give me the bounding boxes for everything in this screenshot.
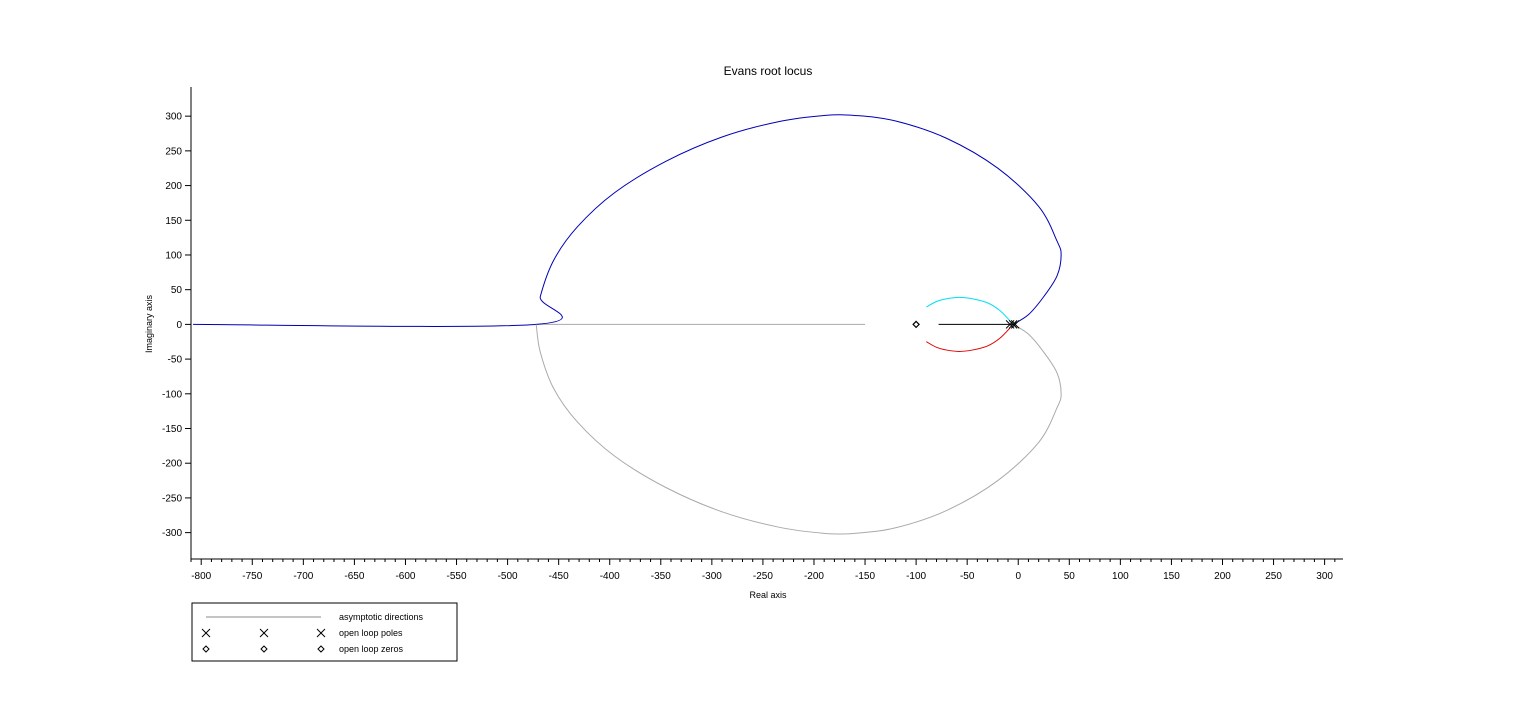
x-tick-label: -650 xyxy=(344,571,364,582)
x-tick-label: -550 xyxy=(447,571,467,582)
y-tick-label: 100 xyxy=(165,250,182,261)
x-tick-label: -400 xyxy=(600,571,620,582)
x-tick-label: -700 xyxy=(293,571,313,582)
x-tick-label: -450 xyxy=(549,571,569,582)
legend-box xyxy=(191,602,458,662)
series-layer xyxy=(193,114,1062,535)
locus-branch-3 xyxy=(926,327,1011,352)
y-tick-label: 50 xyxy=(171,285,183,296)
x-tick-label: -150 xyxy=(855,571,875,582)
locus-branch-2 xyxy=(926,296,1011,322)
legend-entry: open loop poles xyxy=(201,628,403,638)
legend-cross-swatch xyxy=(201,628,211,638)
legend-entry: asymptotic directions xyxy=(206,612,424,622)
legend: asymptotic directions open loop poles open… xyxy=(191,602,458,662)
x-tick-label: -100 xyxy=(906,571,926,582)
y-tick-label: -150 xyxy=(162,424,182,435)
legend-diamond-swatch xyxy=(202,645,210,653)
x-axis-label: Real axis xyxy=(749,590,787,600)
y-tick-label: 250 xyxy=(165,146,182,157)
y-tick-label: -300 xyxy=(162,528,182,539)
x-tick-label: -200 xyxy=(804,571,824,582)
x-tick-label: 100 xyxy=(1112,571,1129,582)
x-tick-label: 300 xyxy=(1316,571,1333,582)
legend-entry: open loop zeros xyxy=(202,644,404,654)
chart-title: Evans root locus xyxy=(724,64,813,78)
x-tick-label: -500 xyxy=(498,571,518,582)
y-tick-label: -250 xyxy=(162,493,182,504)
legend-diamond-swatch xyxy=(317,645,325,653)
pole-marker xyxy=(1008,320,1018,329)
legend-cross-swatch xyxy=(259,628,269,638)
y-tick-label: 0 xyxy=(176,320,182,331)
x-tick-label: 50 xyxy=(1064,571,1076,582)
legend-label: open loop poles xyxy=(339,628,403,638)
x-tick-label: -50 xyxy=(960,571,975,582)
y-tick-label: 150 xyxy=(165,216,182,227)
x-tick-label: 150 xyxy=(1163,571,1180,582)
legend-label: asymptotic directions xyxy=(339,612,424,622)
x-tick-label: -250 xyxy=(753,571,773,582)
x-tick-label: -300 xyxy=(702,571,722,582)
locus-branch-1 xyxy=(535,323,1062,535)
y-tick-label: -100 xyxy=(162,389,182,400)
y-tick-label: 300 xyxy=(165,112,182,123)
legend-diamond-swatch xyxy=(260,645,268,653)
y-tick-label: -200 xyxy=(162,459,182,470)
locus-branch-0 xyxy=(193,114,1062,327)
x-tick-label: 0 xyxy=(1015,571,1021,582)
x-tick-label: 200 xyxy=(1214,571,1231,582)
axes: -800 -750 -700 -650 -600 -550 -500 -450 -400 -350… xyxy=(162,87,1343,582)
y-axis-label: Imaginary axis xyxy=(144,294,154,353)
x-tick-label: -350 xyxy=(651,571,671,582)
x-tick-label: 250 xyxy=(1265,571,1282,582)
pole-marker xyxy=(1010,320,1020,329)
y-tick-label: 200 xyxy=(165,181,182,192)
y-tick-label: -50 xyxy=(168,355,183,366)
x-tick-label: -750 xyxy=(242,571,262,582)
legend-label: open loop zeros xyxy=(339,644,404,654)
legend-cross-swatch xyxy=(316,628,326,638)
markers-layer xyxy=(912,320,1020,329)
x-tick-label: -800 xyxy=(191,571,211,582)
zero-marker xyxy=(912,320,920,329)
x-tick-label: -600 xyxy=(395,571,415,582)
